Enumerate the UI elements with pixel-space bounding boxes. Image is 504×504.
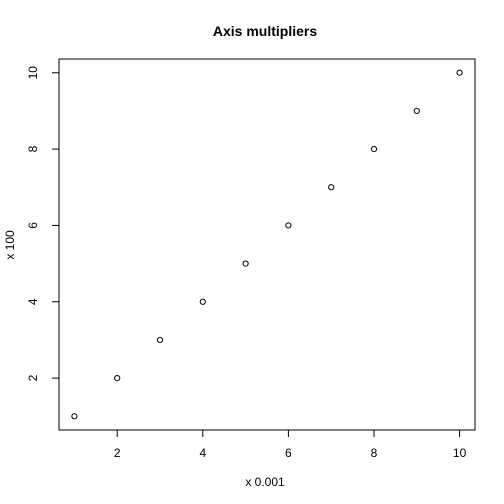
x-tick-label: 10 [453, 446, 467, 460]
x-tick-label: 8 [371, 446, 378, 460]
data-point [71, 413, 78, 420]
data-point [328, 184, 335, 191]
y-tick-label: 8 [26, 145, 40, 152]
x-tick-label: 4 [199, 446, 206, 460]
data-point [114, 374, 121, 382]
data-point [242, 260, 249, 267]
y-axis: 2 4 6 8 10 [26, 66, 60, 381]
x-axis-label: x 0.001 [245, 475, 285, 489]
y-tick-label: 4 [26, 298, 40, 305]
data-point [156, 336, 164, 344]
data-points [71, 69, 463, 420]
y-tick-label: 2 [26, 374, 40, 381]
data-point [456, 69, 463, 76]
data-point [413, 107, 420, 115]
x-tick-label: 6 [285, 446, 292, 460]
y-tick-label: 10 [26, 66, 40, 80]
chart-title: Axis multipliers [213, 23, 317, 39]
x-axis: 2 4 6 8 10 [114, 429, 467, 460]
y-tick-label: 6 [26, 222, 40, 229]
data-point [199, 298, 206, 305]
x-tick-label: 2 [114, 446, 121, 460]
data-point [370, 145, 378, 153]
y-axis-label: x 100 [3, 230, 17, 260]
data-point [285, 222, 292, 229]
plot-area [58, 58, 476, 431]
